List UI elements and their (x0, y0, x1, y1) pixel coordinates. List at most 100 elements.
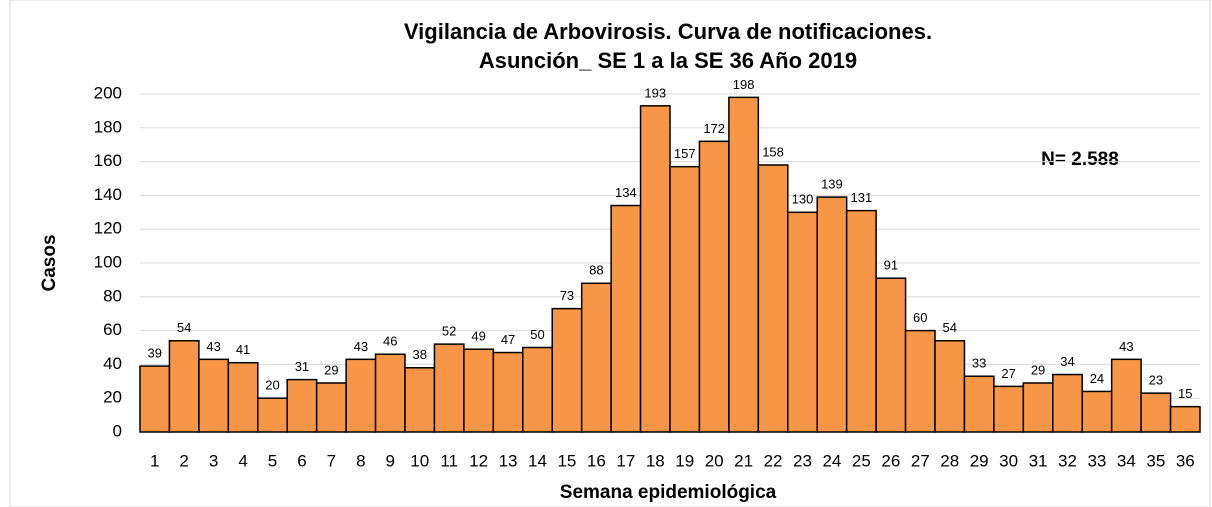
x-tick-label: 12 (469, 451, 488, 470)
x-tick-label: 9 (386, 451, 395, 470)
y-tick-label: 60 (103, 320, 122, 339)
data-label: 54 (177, 320, 191, 335)
x-tick-label: 4 (238, 451, 247, 470)
bar (610, 204, 642, 433)
data-label: 33 (972, 356, 986, 371)
data-label: 41 (236, 342, 250, 357)
x-tick-label: 23 (793, 451, 812, 470)
data-label: 73 (560, 288, 574, 303)
x-tick-label: 24 (822, 451, 841, 470)
bar (257, 397, 288, 433)
bar (1169, 405, 1201, 433)
x-axis-label: Semana epidemiológica (560, 482, 777, 503)
chart-title: Vigilancia de Arbovirosis. Curva de noti… (404, 19, 932, 44)
y-tick-label: 20 (103, 388, 122, 407)
y-tick-label: 80 (103, 286, 122, 305)
x-tick-label: 21 (734, 451, 753, 470)
data-label: 20 (265, 378, 279, 393)
bar (1052, 373, 1083, 433)
bar (1081, 390, 1113, 433)
y-tick-label: 140 (94, 185, 122, 204)
x-tick-label: 10 (410, 451, 429, 470)
x-tick-label: 3 (209, 451, 218, 470)
bar (934, 339, 966, 433)
bar (875, 277, 907, 433)
x-tick-label: 26 (881, 451, 900, 470)
data-label: 198 (733, 77, 755, 92)
x-tick-label: 36 (1176, 451, 1195, 470)
x-tick-label: 2 (179, 451, 188, 470)
data-label: 27 (1001, 366, 1015, 381)
bar (845, 209, 877, 433)
x-tick-label: 33 (1087, 451, 1106, 470)
data-label: 193 (644, 85, 666, 100)
data-label: 29 (1031, 362, 1045, 377)
data-label: 88 (589, 263, 603, 278)
bar (698, 140, 730, 433)
bar (904, 329, 936, 433)
bar (1140, 392, 1172, 433)
x-tick-label: 32 (1058, 451, 1077, 470)
x-tick-label: 17 (616, 451, 635, 470)
bar (492, 351, 524, 433)
data-label: 43 (1119, 339, 1133, 354)
bar (227, 361, 259, 433)
bar (993, 385, 1025, 433)
data-label: 60 (913, 310, 927, 325)
data-label: 54 (942, 320, 956, 335)
x-tick-label: 31 (1029, 451, 1048, 470)
x-tick-label: 30 (999, 451, 1018, 470)
bar (139, 365, 171, 433)
data-label: 34 (1060, 354, 1074, 369)
data-label: 158 (762, 144, 784, 159)
bar (639, 105, 671, 433)
frame (9, 0, 1211, 507)
y-tick-label: 180 (94, 117, 122, 136)
annotation: N= 2.588 (1041, 149, 1119, 170)
y-tick-label: 0 (113, 421, 122, 440)
data-label: 23 (1149, 373, 1163, 388)
data-label: 50 (530, 327, 544, 342)
x-tick-label: 28 (940, 451, 959, 470)
data-label: 49 (471, 329, 485, 344)
bar (522, 346, 553, 433)
chart-subtitle: Asunción_ SE 1 a la SE 36 Año 2019 (479, 48, 857, 73)
data-label: 15 (1178, 386, 1192, 401)
x-tick-label: 16 (587, 451, 606, 470)
bar (198, 358, 230, 433)
x-tick-label: 35 (1146, 451, 1165, 470)
x-tick-label: 27 (911, 451, 930, 470)
bar (315, 382, 347, 433)
bar (404, 367, 436, 433)
data-label: 39 (147, 346, 161, 361)
data-label: 31 (295, 359, 309, 374)
data-label: 131 (851, 190, 873, 205)
data-label: 139 (821, 177, 843, 192)
bar (669, 165, 701, 433)
y-tick-label: 40 (103, 354, 122, 373)
bar (551, 307, 583, 433)
bar (286, 378, 318, 433)
bar (787, 211, 818, 433)
x-tick-label: 8 (356, 451, 365, 470)
y-tick-label: 200 (94, 83, 122, 102)
bar (374, 353, 406, 433)
x-tick-label: 14 (528, 451, 547, 470)
bar (728, 96, 760, 433)
x-tick-label: 6 (297, 451, 306, 470)
bar (963, 375, 995, 433)
bar (1110, 358, 1142, 433)
bar (816, 196, 848, 433)
bar (580, 282, 612, 433)
x-tick-label: 1 (150, 451, 159, 470)
bar (463, 348, 495, 433)
data-label: 43 (206, 339, 220, 354)
x-tick-label: 34 (1117, 451, 1136, 470)
data-label: 24 (1090, 371, 1104, 386)
bar (168, 339, 200, 433)
x-tick-label: 5 (268, 451, 277, 470)
x-tick-label: 18 (646, 451, 665, 470)
bar (1022, 382, 1054, 433)
data-label: 134 (615, 185, 637, 200)
